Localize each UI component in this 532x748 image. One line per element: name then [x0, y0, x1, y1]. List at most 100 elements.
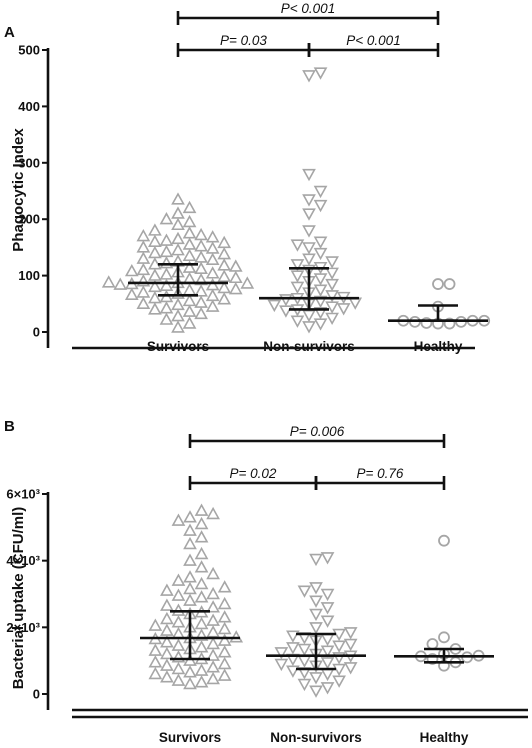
panel-b-data-point — [438, 631, 450, 644]
panel-b-data-point — [160, 646, 174, 660]
panel-a-data-point — [136, 285, 151, 298]
panel-a-data-point — [182, 283, 197, 296]
panel-a-data-point — [159, 256, 174, 269]
panel-a-data-point — [290, 239, 305, 252]
panel-a-data-point — [228, 259, 243, 272]
panel-b-data-point — [160, 611, 174, 625]
panel-a-data-point — [302, 309, 316, 323]
panel-b-data-point — [274, 658, 289, 672]
panel-a-data-point — [290, 281, 305, 295]
panel-b-data-point — [148, 618, 163, 631]
panel-b-data-point — [217, 668, 232, 681]
panel-a-data-point — [159, 233, 174, 246]
panel-a-data-point — [313, 273, 328, 286]
panel-b-data-point — [160, 623, 174, 636]
panel-b-data-point — [309, 582, 323, 595]
panel-a-data-point — [302, 321, 316, 334]
panel-a-data-point — [136, 262, 151, 276]
panel-b-data-point — [309, 595, 323, 608]
panel-b-data-point — [332, 675, 346, 688]
panel-a-data-point — [194, 272, 208, 286]
panel-a-data-point — [194, 250, 208, 263]
panel-b-data-point — [194, 516, 209, 530]
panel-b-y-tick-label: 2×10³ — [6, 620, 40, 635]
panel-a-data-point — [432, 278, 444, 290]
panel-a-data-point — [290, 259, 305, 272]
panel-a-data-point — [136, 274, 151, 287]
panel-b-p-value-label: P= 0.02 — [230, 466, 277, 481]
panel-b-data-point — [320, 615, 335, 628]
panel-b-data-point — [194, 560, 209, 573]
panel-a-data-point — [194, 239, 208, 252]
panel-b-data-point — [206, 600, 220, 613]
panel-b-category-label: Survivors — [159, 730, 221, 745]
panel-a-data-point — [171, 309, 185, 322]
panel-b-data-point — [206, 566, 220, 580]
panel-b-p-value-label: P= 0.76 — [357, 466, 404, 481]
panel-a-y-axis-label: Phagocytic Index — [10, 128, 27, 252]
panel-a-data-point — [217, 292, 232, 305]
panel-a-data-point — [205, 230, 220, 243]
panel-a-data-point — [217, 269, 232, 282]
panel-b-data-point — [194, 546, 209, 560]
panel-a-data-point — [171, 231, 185, 245]
panel-b-y-tick-label: 4×10³ — [6, 553, 40, 568]
panel-b-data-point — [286, 630, 300, 643]
panel-a-data-point — [313, 236, 328, 249]
panel-b-data-point — [194, 576, 209, 590]
panel-a-data-point — [113, 277, 128, 290]
panel-b-data-point — [171, 573, 186, 586]
panel-a-data-point — [325, 312, 339, 326]
panel-a-data-point — [325, 278, 339, 292]
panel-b-data-point — [217, 610, 232, 623]
panel-a-category-label: Healthy — [414, 339, 463, 354]
panel-b-data-point — [194, 675, 209, 688]
panel-a-data-point — [313, 185, 328, 199]
panel-b-data-point — [206, 648, 220, 661]
panel-a-data-point — [101, 275, 116, 288]
panel-b-data-point — [217, 645, 232, 658]
panel-a-data-point — [148, 268, 162, 281]
panel-a-data-point — [325, 267, 339, 280]
panel-a-data-point — [148, 302, 162, 315]
panel-b-data-point — [160, 598, 174, 611]
panel-b-data-point — [148, 666, 163, 680]
panel-b-data-point — [194, 628, 209, 641]
panel-b-data-point — [160, 635, 174, 648]
panel-a-data-point — [217, 247, 232, 260]
panel-b-data-point — [297, 643, 312, 657]
panel-a-data-point — [194, 306, 208, 320]
panel-b-data-point — [194, 503, 209, 516]
panel-b-y-tick-label: 6×10³ — [6, 487, 40, 502]
panel-a-y-tick-label: 0 — [33, 325, 40, 340]
panel-a-data-point — [182, 293, 197, 307]
panel-b-data-point — [183, 536, 197, 550]
panel-b-data-point — [171, 615, 186, 628]
panel-b-data-point — [217, 656, 232, 670]
panel-a-data-point — [159, 312, 174, 325]
panel-a-data-point — [302, 225, 316, 238]
panel-a-data-point — [205, 299, 220, 312]
panel-a-data-point — [279, 305, 293, 318]
panel-a-data-point — [182, 248, 197, 262]
panel-a-data-point — [290, 270, 305, 283]
panel-b-data-point — [217, 596, 232, 610]
panel-b-label: B — [4, 418, 15, 435]
panel-b-data-point — [320, 552, 335, 565]
panel-b-data-point — [297, 655, 312, 668]
panel-b-data-point — [206, 660, 220, 673]
panel-a-data-point — [136, 228, 151, 242]
panel-a-p-value-label: P= 0.03 — [220, 33, 267, 48]
panel-b-data-point — [286, 665, 300, 678]
panel-a-y-tick-label: 300 — [18, 155, 40, 170]
panel-a-y-tick-label: 100 — [18, 268, 40, 283]
panel-b-data-point — [171, 673, 186, 686]
panel-b-data-point — [320, 645, 335, 658]
panel-b-data-point — [194, 640, 209, 653]
panel-a-data-point — [148, 279, 162, 293]
panel-b-data-point — [206, 586, 220, 600]
panel-a-data-point — [240, 276, 255, 289]
panel-b-data-point — [194, 590, 209, 603]
panel-b-data-point — [343, 638, 358, 652]
